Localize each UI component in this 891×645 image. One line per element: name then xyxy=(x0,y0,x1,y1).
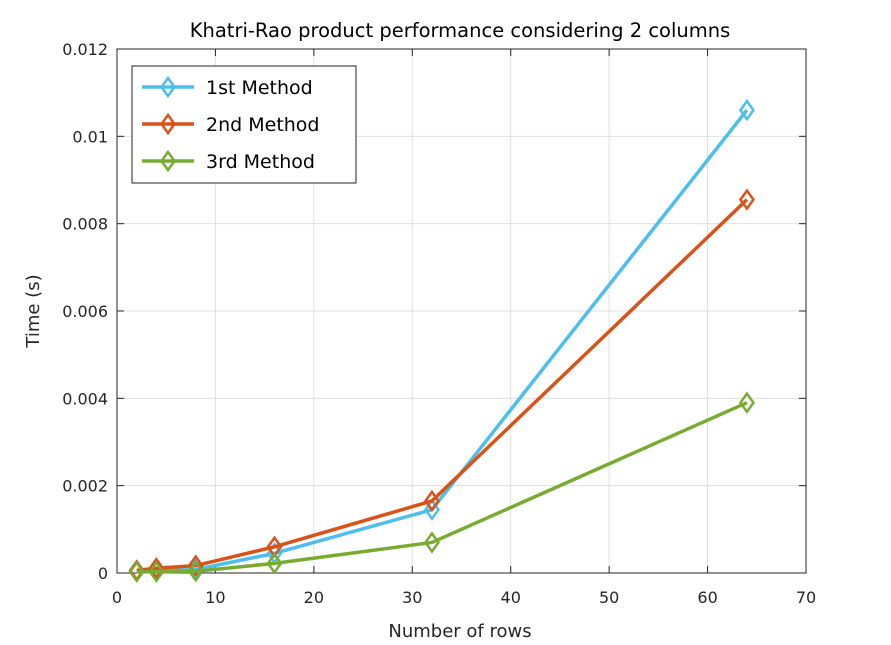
x-tick-label: 20 xyxy=(304,588,324,607)
legend-label: 1st Method xyxy=(206,77,313,99)
x-tick-label: 10 xyxy=(205,588,225,607)
data-point-marker xyxy=(187,554,204,577)
data-point-marker xyxy=(738,188,755,211)
data-point-marker xyxy=(738,391,755,414)
y-tick-label: 0.004 xyxy=(62,389,108,408)
y-tick-label: 0.002 xyxy=(62,477,108,496)
y-tick-label: 0.01 xyxy=(72,127,108,146)
legend-marker-sample xyxy=(159,149,177,173)
x-tick-label: 30 xyxy=(402,588,422,607)
data-point-marker xyxy=(148,560,165,583)
y-tick-label: 0.008 xyxy=(62,215,108,234)
legend-label: 3rd Method xyxy=(206,151,315,173)
x-tick-label: 60 xyxy=(697,588,717,607)
axes xyxy=(116,48,807,574)
x-tick-label: 70 xyxy=(796,588,816,607)
x-tick-label: 40 xyxy=(501,588,521,607)
legend-marker-sample xyxy=(159,75,177,99)
legend-label: 2nd Method xyxy=(206,114,320,136)
data-point-marker xyxy=(266,552,283,575)
data-point-marker xyxy=(187,560,204,583)
series-line xyxy=(136,401,748,574)
tick-labels: 0 10 20 30 40 50 60 70 0 0.002 0.004 0.006 0.008 0.01… xyxy=(62,40,816,607)
series-group xyxy=(128,98,755,583)
data-point-marker xyxy=(738,98,755,122)
legend: 1st Method 2nd Method 3rd Method xyxy=(131,65,357,184)
chart-title: Khatri-Rao product performance consideri… xyxy=(190,19,731,42)
legend-marker-sample xyxy=(159,112,177,136)
y-tick-label: 0.006 xyxy=(62,302,108,321)
x-tick-label: 50 xyxy=(599,588,619,607)
data-point-marker xyxy=(423,489,440,513)
data-point-marker xyxy=(148,557,165,580)
y-tick-label: 0 xyxy=(98,564,108,583)
data-point-marker xyxy=(423,498,440,521)
x-axis-label: Number of rows xyxy=(388,621,531,642)
data-point-marker xyxy=(128,560,145,583)
y-axis-label: Time (s) xyxy=(23,274,44,348)
x-tick-label: 0 xyxy=(112,588,122,607)
y-tick-label: 0.012 xyxy=(62,40,108,59)
data-point-marker xyxy=(423,531,440,554)
